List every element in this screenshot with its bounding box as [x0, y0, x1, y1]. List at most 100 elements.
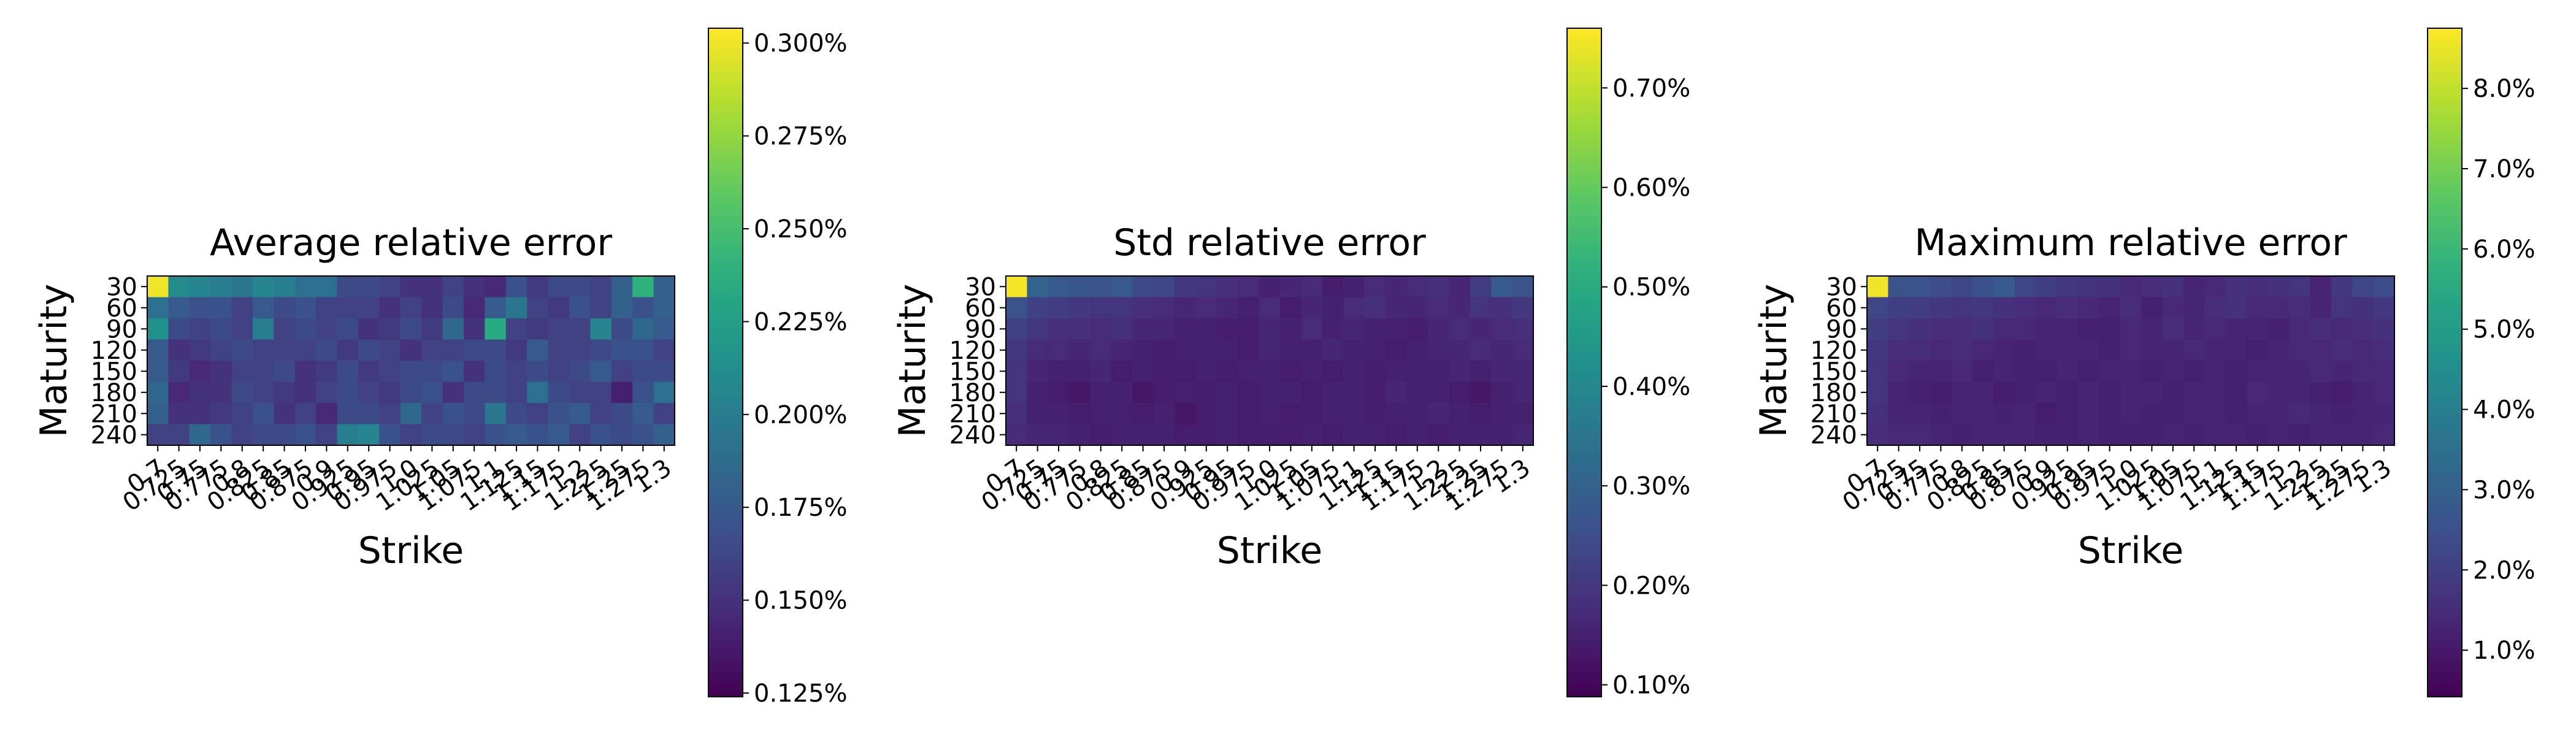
heatmap-cell	[2373, 276, 2395, 298]
heatmap-cell	[147, 403, 169, 425]
heatmap-cell	[231, 381, 253, 404]
heatmap-cell	[2099, 361, 2121, 383]
heatmap-cell	[1301, 403, 1323, 425]
heatmap-cell	[1259, 339, 1281, 361]
colorbar	[708, 28, 743, 697]
heatmap-cell	[2099, 318, 2121, 340]
heatmap-cell	[2141, 361, 2163, 383]
colorbar-tick-label: 2.0%	[2473, 556, 2536, 585]
y-tick-label: 240	[949, 421, 996, 450]
heatmap-cell	[653, 339, 675, 361]
heatmap-cell	[2120, 361, 2142, 383]
heatmap-cell	[1217, 403, 1238, 425]
heatmap-cell	[231, 361, 253, 383]
heatmap-cell	[2267, 424, 2290, 446]
heatmap-cell	[1449, 318, 1471, 340]
heatmap-cell	[1069, 297, 1091, 319]
heatmap-cell	[2183, 318, 2205, 340]
heatmap-cell	[294, 339, 316, 361]
heatmap-cell	[505, 424, 527, 446]
heatmap-cell	[2099, 424, 2121, 446]
heatmap-cell	[168, 361, 190, 383]
heatmap-cell	[1153, 339, 1175, 361]
heatmap-cell	[274, 276, 296, 298]
heatmap-cell	[505, 381, 527, 404]
heatmap-cell	[1951, 403, 1973, 425]
heatmap-cell	[569, 318, 591, 340]
heatmap-cell	[1027, 297, 1049, 319]
heatmap-cell	[464, 424, 485, 446]
heatmap-cell	[569, 424, 591, 446]
heatmap-cell	[2183, 424, 2205, 446]
heatmap-cell	[2162, 297, 2184, 319]
heatmap-cell	[1470, 297, 1492, 319]
heatmap-cell	[2036, 339, 2058, 361]
heatmap-cell	[1406, 276, 1428, 298]
heatmap-cell	[294, 276, 316, 298]
heatmap-cell	[485, 297, 507, 319]
heatmap-cell	[2267, 339, 2290, 361]
heatmap-cell	[1867, 403, 1888, 425]
heatmap-cell	[358, 361, 380, 383]
heatmap-cell	[294, 318, 316, 340]
heatmap-cell	[1364, 424, 1386, 446]
heatmap-cell	[2141, 297, 2163, 319]
heatmap-cell	[189, 276, 211, 298]
heatmap-cell	[231, 339, 253, 361]
heatmap-cell	[442, 276, 464, 298]
heatmap-cell	[316, 403, 338, 425]
heatmap-cell	[2183, 297, 2205, 319]
heatmap-cell	[2373, 339, 2395, 361]
heatmap-cell	[1069, 276, 1091, 298]
heatmap-cell	[1364, 318, 1386, 340]
heatmap-cell	[2331, 318, 2353, 340]
heatmap-cell	[1512, 424, 1534, 446]
heatmap-cell	[2078, 403, 2099, 425]
y-tick-label: 120	[1811, 337, 1857, 365]
y-tick-label: 240	[1811, 421, 1857, 450]
heatmap-cell	[1512, 403, 1534, 425]
heatmap-cell	[590, 276, 612, 298]
heatmap-cell	[1280, 381, 1302, 404]
heatmap-cell	[2267, 276, 2290, 298]
heatmap-cell	[632, 381, 654, 404]
heatmap-cell	[1364, 361, 1386, 383]
heatmap-cell	[2099, 403, 2121, 425]
heatmap-cell	[1027, 361, 1049, 383]
heatmap-cell	[2352, 381, 2374, 404]
heatmap-cell	[1909, 361, 1931, 383]
heatmap-cell	[274, 403, 296, 425]
heatmap-cell	[337, 276, 359, 298]
heatmap-cell	[1930, 424, 1952, 446]
heatmap-cell	[1972, 276, 1994, 298]
heatmap-cell	[231, 318, 253, 340]
heatmap-cell	[421, 381, 443, 404]
heatmap-cell	[2225, 318, 2247, 340]
heatmap-cell	[2247, 297, 2269, 319]
heatmap-cell	[653, 381, 675, 404]
heatmap-cell	[1027, 403, 1049, 425]
heatmap-cell	[1512, 381, 1534, 404]
heatmap-cell	[2141, 381, 2163, 404]
heatmap-cell	[442, 318, 464, 340]
heatmap-cell	[337, 361, 359, 383]
heatmap-cell	[1238, 361, 1260, 383]
heatmap-cell	[1867, 297, 1888, 319]
heatmap-cell	[1090, 318, 1112, 340]
heatmap-cell	[2204, 297, 2226, 319]
heatmap-cell	[2289, 297, 2310, 319]
heatmap-cell	[1993, 361, 2015, 383]
heatmap-cell	[231, 276, 253, 298]
heatmap-cell	[1006, 297, 1027, 319]
heatmap-cell	[464, 276, 485, 298]
heatmap-cell	[1951, 424, 1973, 446]
heatmap-cell	[1090, 276, 1112, 298]
heatmap-cell	[1972, 403, 1994, 425]
heatmap-cell	[2014, 361, 2036, 383]
heatmap-cell	[1867, 276, 1888, 298]
heatmap-cell	[653, 276, 675, 298]
heatmap-cell	[1217, 276, 1238, 298]
heatmap-cell	[2204, 424, 2226, 446]
heatmap-cell	[168, 297, 190, 319]
heatmap-cell	[1888, 318, 1910, 340]
